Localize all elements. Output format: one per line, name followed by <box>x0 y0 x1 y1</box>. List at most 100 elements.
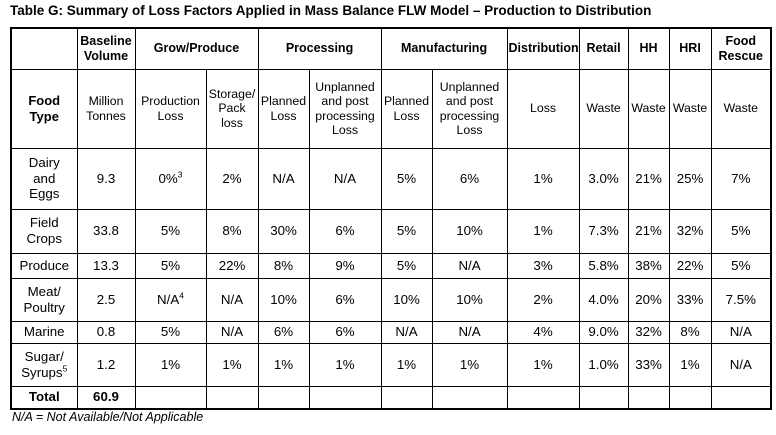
measure-header-retail-waste: Waste <box>578 68 629 149</box>
cell-text: 1% <box>335 356 355 372</box>
cell-text: 5% <box>396 257 417 273</box>
manufacturing-unplanned-loss-cell: N/A <box>431 320 508 344</box>
cell-text: 25% <box>676 170 704 186</box>
cell-text: Dairy and Eggs <box>28 154 60 202</box>
cell-text: 8% <box>680 324 700 340</box>
food-type-cell: Field Crops <box>10 208 78 254</box>
table-row: Dairy and Eggs 9.3 0%3 2% N/A N/A 5% 6% 1% 3.0% 21… <box>10 147 772 210</box>
food-rescue-waste-cell: 5% <box>710 208 772 254</box>
measure-header-hh-waste: Waste <box>627 68 670 149</box>
hh-waste-cell: 38% <box>627 252 670 279</box>
storage-pack-loss-cell: N/A <box>205 277 259 322</box>
cell-text: 0% <box>158 170 178 186</box>
storage-pack-loss-cell: 1% <box>205 342 259 387</box>
storage-pack-loss-cell: N/A <box>205 320 259 344</box>
cell-text: 8% <box>222 223 242 239</box>
table-row: Produce 13.3 5% 22% 8% 9% 5% N/A 3% 5.8% 38% 22% 5% <box>10 252 772 279</box>
cell-text: N/A <box>458 257 481 273</box>
cell-text: 33.8 <box>93 223 119 239</box>
cell-text: 4% <box>533 324 553 340</box>
measure-header-production-loss: Production Loss <box>134 68 207 149</box>
cell-text: 1% <box>396 356 417 372</box>
cell-text: 1.2 <box>96 356 116 372</box>
cell-text: 9.3 <box>96 170 116 186</box>
stage-header-distribution: Distribution <box>506 27 580 70</box>
cell-text: N/A <box>458 324 481 340</box>
cell-text: N/A <box>157 291 180 307</box>
cell-text: 1% <box>533 356 553 372</box>
cell-text: Marine <box>23 324 65 340</box>
cell-text: 5% <box>160 324 181 340</box>
manufacturing-planned-loss-cell: N/A <box>380 320 433 344</box>
cell-text: 10% <box>393 291 420 307</box>
million-tonnes-cell: 1.2 <box>76 342 136 387</box>
manufacturing-planned-loss-cell: 10% <box>380 277 433 322</box>
cell-text: 6% <box>273 324 294 340</box>
food-rescue-waste-cell: N/A <box>710 320 772 344</box>
manufacturing-unplanned-loss-cell: 10% <box>431 208 508 254</box>
processing-unplanned-loss-cell: 1% <box>308 342 382 387</box>
retail-waste-cell: 1.0% <box>578 342 629 387</box>
table-title: Table G: Summary of Loss Factors Applied… <box>10 3 652 18</box>
stage-header-retail: Retail <box>578 27 629 70</box>
table-body: Dairy and Eggs 9.3 0%3 2% N/A N/A 5% 6% 1% 3.0% 21… <box>10 147 772 410</box>
cell-text: 30% <box>270 223 297 239</box>
processing-planned-loss-cell: 8% <box>257 252 310 279</box>
stage-header-corner <box>10 27 78 70</box>
measure-header-processing-unplanned-loss: Unplanned and post processing Loss <box>308 68 382 149</box>
cell-text: 7.3% <box>588 223 619 239</box>
hri-waste-cell: 32% <box>668 208 712 254</box>
measure-header-manufacturing-unplanned-loss: Unplanned and post processing Loss <box>431 68 508 149</box>
distribution-loss-cell: 1% <box>506 147 580 210</box>
footnote-ref: 5 <box>62 363 68 374</box>
million-tonnes-cell: 13.3 <box>76 252 136 279</box>
processing-planned-loss-cell: 10% <box>257 277 310 322</box>
hh-waste-cell: 21% <box>627 147 670 210</box>
table-header: Baseline Volume Grow/Produce Processing Man… <box>10 27 772 149</box>
distribution-loss-cell: 2% <box>506 277 580 322</box>
measure-header-food-type: Food Type <box>10 68 78 149</box>
cell-text: 38% <box>635 257 662 273</box>
cell-text: 9% <box>335 257 355 273</box>
distribution-loss-cell: 3% <box>506 252 580 279</box>
storage-pack-loss-cell: 22% <box>205 252 259 279</box>
footnote-ref: 4 <box>179 290 184 301</box>
million-tonnes-cell: 2.5 <box>76 277 136 322</box>
hri-waste-cell: 25% <box>668 147 712 210</box>
processing-planned-loss-cell: 6% <box>257 320 310 344</box>
hh-waste-cell <box>627 385 670 410</box>
measure-header-distribution-loss: Loss <box>506 68 580 149</box>
cell-text: 6% <box>335 324 355 340</box>
cell-text: Produce <box>19 257 70 273</box>
cell-text: Total <box>28 389 60 405</box>
cell-text: 22% <box>218 257 246 273</box>
cell-text: 13.3 <box>93 257 119 273</box>
processing-unplanned-loss-cell: 6% <box>308 277 382 322</box>
processing-unplanned-loss-cell: 6% <box>308 208 382 254</box>
million-tonnes-cell: 60.9 <box>76 385 136 410</box>
distribution-loss-cell <box>506 385 580 410</box>
production-loss-cell: 5% <box>134 252 207 279</box>
cell-text: Field Crops <box>26 215 62 246</box>
cell-text: 1% <box>680 356 700 372</box>
food-rescue-waste-cell <box>710 385 772 410</box>
processing-planned-loss-cell <box>257 385 310 410</box>
food-type-cell: Dairy and Eggs <box>10 147 78 210</box>
million-tonnes-cell: 0.8 <box>76 320 136 344</box>
hh-waste-cell: 21% <box>627 208 670 254</box>
cell-text: 5% <box>396 223 417 239</box>
food-rescue-waste-cell: 7% <box>710 147 772 210</box>
manufacturing-unplanned-loss-cell: 1% <box>431 342 508 387</box>
cell-text: 1% <box>533 223 553 239</box>
cell-text: 1% <box>459 356 480 372</box>
storage-pack-loss-cell: 2% <box>205 147 259 210</box>
stage-header-food-rescue: Food Rescue <box>710 27 772 70</box>
processing-planned-loss-cell: 30% <box>257 208 310 254</box>
storage-pack-loss-cell: 8% <box>205 208 259 254</box>
cell-text: 21% <box>635 170 662 186</box>
manufacturing-planned-loss-cell: 5% <box>380 208 433 254</box>
cell-text: 3% <box>533 257 553 273</box>
measure-header-processing-planned-loss: Planned Loss <box>257 68 310 149</box>
distribution-loss-cell: 1% <box>506 342 580 387</box>
cell-text: 60.9 <box>93 389 119 405</box>
